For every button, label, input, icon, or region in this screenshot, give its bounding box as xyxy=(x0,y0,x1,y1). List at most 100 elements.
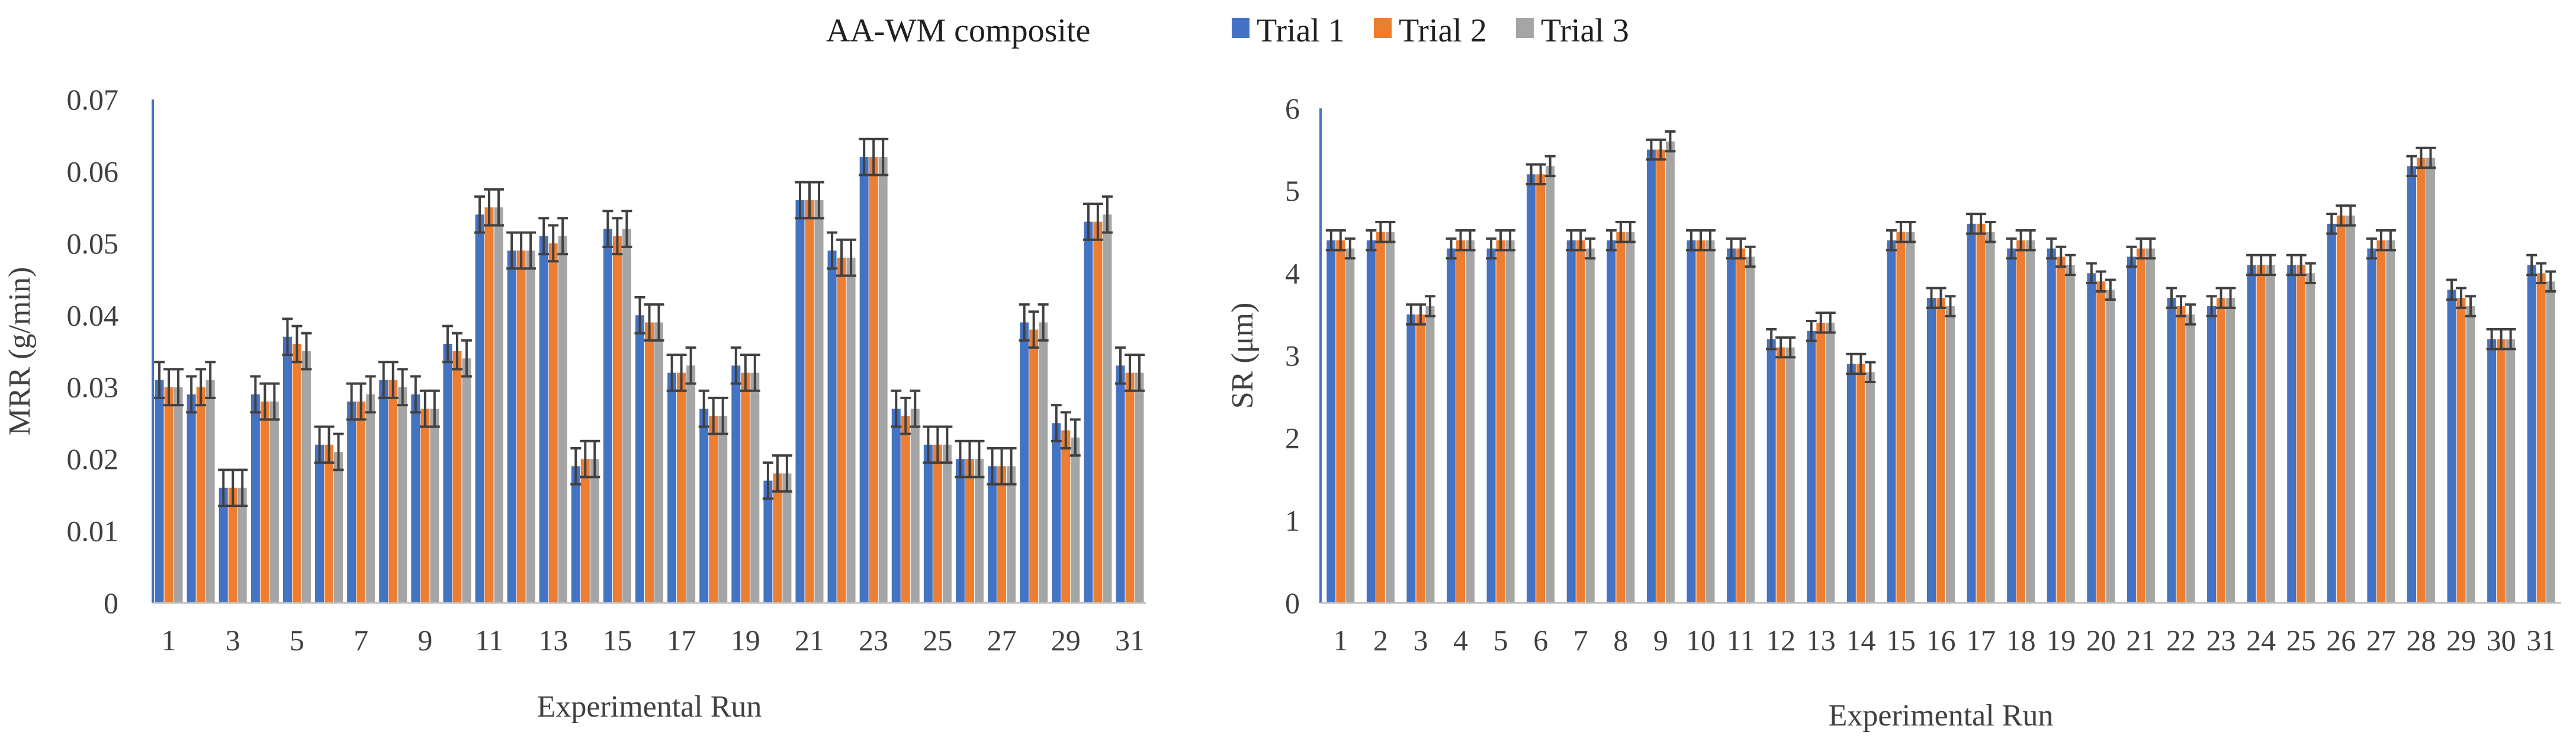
bar-run-5-trial-1 xyxy=(1486,248,1496,603)
error-bar-run-6-trial-2 xyxy=(1535,163,1546,186)
bar-run-31-trial-1 xyxy=(1116,365,1125,603)
x-tick-label: 1 xyxy=(1333,624,1348,657)
bar-run-27-trial-2 xyxy=(2376,240,2386,603)
bar-run-25-trial-2 xyxy=(2296,265,2306,603)
error-bar-run-27-trial-1 xyxy=(987,447,998,486)
error-bar-run-6-trial-1 xyxy=(1525,163,1537,186)
x-tick-label: 3 xyxy=(1413,624,1428,657)
error-bar-run-18-trial-1 xyxy=(2006,237,2017,260)
bar-run-9-trial-2 xyxy=(1656,149,1665,603)
bar-run-31-trial-3 xyxy=(2546,281,2555,603)
bar-run-4-trial-1 xyxy=(250,394,260,603)
bar-run-3-trial-1 xyxy=(1406,314,1416,603)
bar-run-30-trial-3 xyxy=(2506,339,2516,603)
error-bar-run-25-trial-2 xyxy=(2295,253,2307,277)
error-bar-run-16-trial-3 xyxy=(1945,295,1956,317)
error-bar-run-28-trial-1 xyxy=(2406,155,2417,178)
bar-run-11-trial-1 xyxy=(1727,248,1736,603)
error-bar-run-3-trial-1 xyxy=(1405,303,1417,326)
error-bar-run-7-trial-2 xyxy=(1575,229,1586,252)
x-tick-label: 27 xyxy=(2366,624,2396,657)
error-bar-run-30-trial-2 xyxy=(2495,328,2507,351)
error-bar-run-11-trial-2 xyxy=(1735,237,1746,260)
bar-run-3-trial-3 xyxy=(1425,306,1435,603)
error-bar-run-10-trial-2 xyxy=(1695,229,1707,252)
error-bar-run-16-trial-3 xyxy=(653,303,664,342)
legend-title: AA-WM composite xyxy=(826,12,1090,49)
error-bar-run-5-trial-3 xyxy=(301,332,312,371)
y-tick-label: 5 xyxy=(1285,174,1300,207)
error-bar-run-29-trial-3 xyxy=(2465,295,2477,317)
error-bar-run-22-trial-3 xyxy=(846,238,857,277)
error-bar-run-14-trial-1 xyxy=(570,447,582,486)
error-bar-run-29-trial-2 xyxy=(2456,287,2467,309)
error-bar-run-24-trial-1 xyxy=(2246,253,2257,277)
error-bar-run-31-trial-2 xyxy=(2536,262,2547,285)
error-bar-run-7-trial-3 xyxy=(1585,237,1596,260)
error-bar-run-12-trial-1 xyxy=(1766,328,1777,351)
error-bar-run-21-trial-2 xyxy=(2135,237,2147,260)
bar-run-29-trial-3 xyxy=(2466,306,2475,603)
error-bar-run-12-trial-3 xyxy=(1785,336,1796,359)
bar-run-16-trial-2 xyxy=(1936,298,1945,603)
x-axis-title: Experimental Run xyxy=(1829,699,2054,733)
error-bar-run-20-trial-3 xyxy=(781,454,792,493)
bar-run-23-trial-3 xyxy=(2226,298,2235,603)
bar-run-9-trial-1 xyxy=(1646,149,1656,603)
bar-run-4-trial-3 xyxy=(269,402,279,603)
error-bar-run-23-trial-2 xyxy=(868,137,879,176)
x-tick-label: 31 xyxy=(1115,624,1145,657)
bar-run-23-trial-1 xyxy=(2207,306,2217,603)
x-tick-label: 4 xyxy=(1453,624,1468,657)
legend-swatch-trial-1 xyxy=(1232,18,1250,38)
bar-run-18-trial-3 xyxy=(718,416,728,603)
error-bar-run-8-trial-3 xyxy=(397,368,408,407)
bar-run-4-trial-1 xyxy=(1447,248,1456,603)
error-bar-run-20-trial-1 xyxy=(762,461,773,500)
bar-run-11-trial-2 xyxy=(484,207,494,603)
error-bar-run-21-trial-1 xyxy=(2126,245,2137,268)
error-bar-run-4-trial-1 xyxy=(250,375,261,414)
x-tick-label: 29 xyxy=(2446,624,2476,657)
bar-run-1-trial-2 xyxy=(164,387,174,603)
bar-run-13-trial-3 xyxy=(1826,322,1835,603)
bar-run-14-trial-1 xyxy=(1846,364,1856,603)
bar-run-8-trial-3 xyxy=(1626,232,1635,603)
error-bar-run-19-trial-3 xyxy=(749,354,760,392)
bar-run-6-trial-1 xyxy=(1527,174,1536,603)
x-tick-label: 18 xyxy=(2006,624,2036,657)
x-tick-label: 13 xyxy=(1806,624,1836,657)
x-tick-label: 23 xyxy=(859,624,888,657)
error-bar-run-18-trial-2 xyxy=(708,396,719,435)
x-tick-label: 19 xyxy=(731,624,760,657)
error-bar-run-28-trial-3 xyxy=(1038,303,1049,342)
error-bar-run-8-trial-1 xyxy=(378,361,389,399)
bar-run-13-trial-1 xyxy=(1807,330,1816,603)
error-bar-run-27-trial-2 xyxy=(2375,229,2387,252)
bar-run-17-trial-1 xyxy=(667,373,677,603)
error-bar-run-28-trial-2 xyxy=(1028,310,1039,349)
x-tick-label: 31 xyxy=(2526,624,2556,657)
y-tick-label: 0.02 xyxy=(67,442,119,476)
error-bar-run-11-trial-3 xyxy=(493,188,505,227)
x-tick-label: 24 xyxy=(2246,624,2276,657)
error-bar-run-30-trial-2 xyxy=(1092,203,1103,241)
bar-run-12-trial-3 xyxy=(526,251,535,603)
bar-run-27-trial-3 xyxy=(1007,466,1016,603)
y-tick-label: 0.06 xyxy=(67,155,119,188)
error-bar-run-4-trial-3 xyxy=(1464,229,1476,252)
legend-swatch-trial-2 xyxy=(1374,18,1392,38)
error-bar-run-11-trial-2 xyxy=(484,188,495,227)
error-bar-run-13-trial-3 xyxy=(1825,312,1836,334)
error-bar-run-24-trial-2 xyxy=(900,396,911,435)
error-bar-run-12-trial-1 xyxy=(506,231,518,270)
error-bar-run-29-trial-1 xyxy=(2446,278,2458,301)
bar-run-13-trial-3 xyxy=(558,236,567,603)
error-bar-run-16-trial-2 xyxy=(1935,287,1947,309)
bar-run-16-trial-1 xyxy=(635,315,644,603)
error-bar-run-3-trial-2 xyxy=(1415,303,1426,326)
x-tick-label: 20 xyxy=(2086,624,2116,657)
bar-run-17-trial-2 xyxy=(1976,223,1986,603)
bar-run-1-trial-3 xyxy=(1345,248,1355,603)
x-tick-label: 5 xyxy=(290,624,304,657)
